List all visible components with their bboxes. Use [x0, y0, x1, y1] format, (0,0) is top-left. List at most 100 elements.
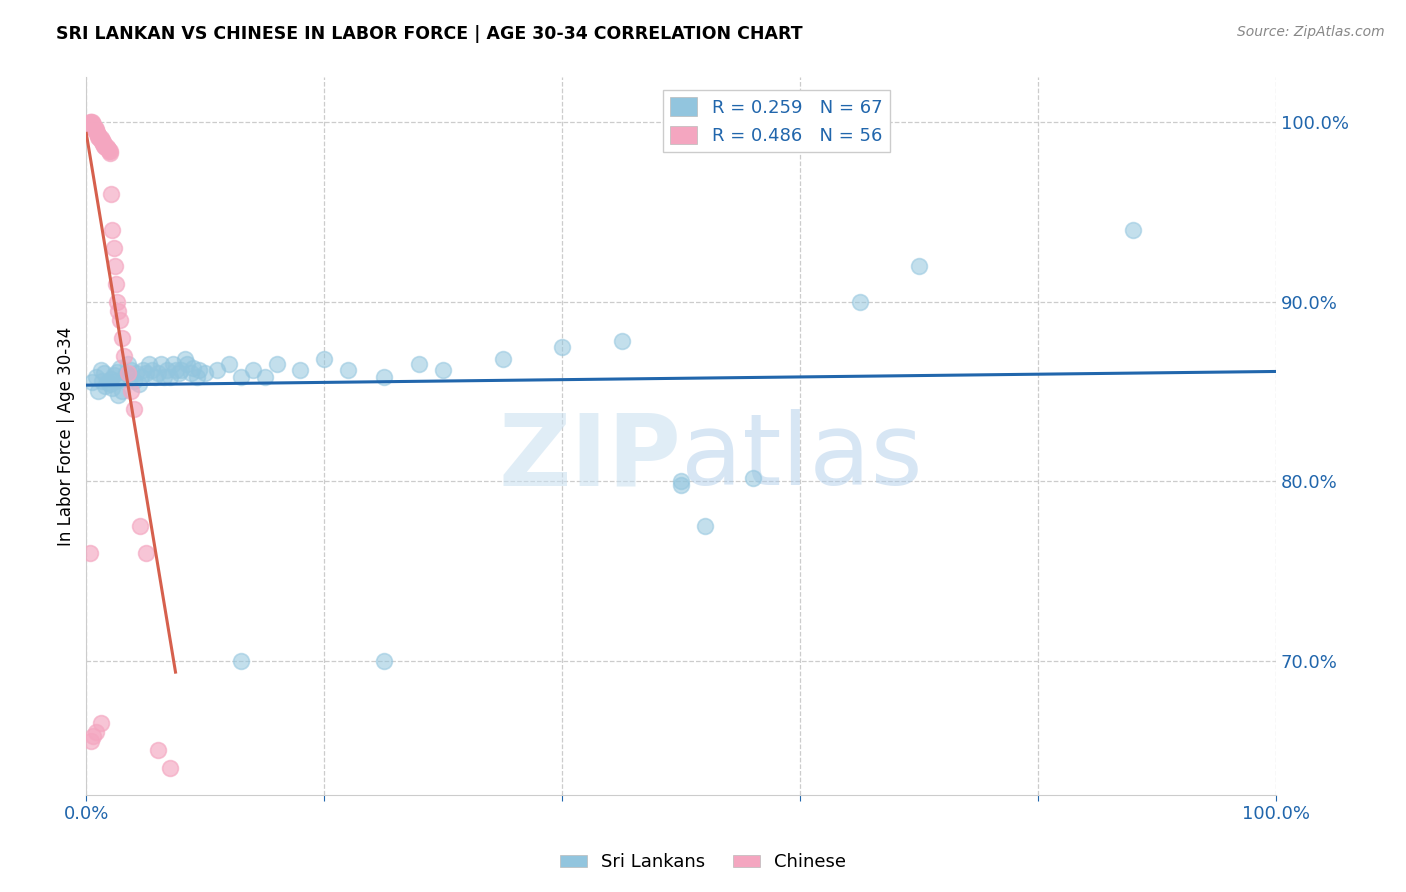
Chinese [90, 133, 112, 147]
Sri Lankans [128, 377, 150, 392]
Sri Lankans [101, 381, 124, 395]
Chinese [91, 136, 114, 151]
Chinese [105, 294, 128, 309]
Chinese [90, 716, 112, 731]
Chinese [86, 126, 108, 140]
Chinese [93, 136, 115, 151]
Sri Lankans [107, 388, 129, 402]
Sri Lankans [93, 367, 115, 381]
Sri Lankans [183, 361, 205, 376]
Chinese [91, 135, 114, 149]
Chinese [100, 187, 122, 202]
Chinese [111, 330, 134, 344]
Y-axis label: In Labor Force | Age 30-34: In Labor Force | Age 30-34 [58, 326, 75, 546]
Sri Lankans [408, 358, 430, 372]
Sri Lankans [741, 470, 763, 484]
Chinese [82, 120, 104, 135]
Chinese [97, 142, 120, 156]
Text: SRI LANKAN VS CHINESE IN LABOR FORCE | AGE 30-34 CORRELATION CHART: SRI LANKAN VS CHINESE IN LABOR FORCE | A… [56, 25, 803, 43]
Legend: Sri Lankans, Chinese: Sri Lankans, Chinese [553, 847, 853, 879]
Chinese [97, 142, 120, 156]
Text: ZIP: ZIP [498, 409, 681, 507]
Sri Lankans [1122, 223, 1144, 237]
Sri Lankans [669, 477, 692, 491]
Sri Lankans [98, 377, 121, 392]
Sri Lankans [146, 367, 169, 381]
Sri Lankans [242, 363, 264, 377]
Chinese [93, 138, 115, 153]
Chinese [82, 119, 104, 133]
Chinese [128, 519, 150, 533]
Sri Lankans [152, 370, 174, 384]
Sri Lankans [121, 363, 143, 377]
Sri Lankans [117, 358, 139, 372]
Sri Lankans [84, 370, 107, 384]
Chinese [87, 129, 110, 144]
Chinese [121, 384, 143, 399]
Chinese [82, 729, 104, 743]
Chinese [107, 303, 129, 318]
Sri Lankans [492, 352, 515, 367]
Sri Lankans [314, 352, 336, 367]
Sri Lankans [186, 370, 208, 384]
Chinese [90, 135, 112, 149]
Chinese [80, 115, 103, 129]
Sri Lankans [229, 653, 252, 667]
Sri Lankans [373, 370, 395, 384]
Sri Lankans [156, 363, 179, 377]
Chinese [82, 115, 104, 129]
Sri Lankans [253, 370, 276, 384]
Sri Lankans [174, 352, 197, 367]
Sri Lankans [162, 358, 184, 372]
Sri Lankans [103, 368, 125, 383]
Text: Source: ZipAtlas.com: Source: ZipAtlas.com [1237, 25, 1385, 39]
Chinese [89, 131, 111, 145]
Chinese [94, 138, 117, 153]
Sri Lankans [108, 361, 131, 376]
Chinese [117, 367, 139, 381]
Chinese [103, 241, 125, 255]
Chinese [146, 743, 169, 757]
Chinese [87, 128, 110, 142]
Chinese [82, 117, 104, 131]
Chinese [98, 144, 121, 158]
Sri Lankans [229, 370, 252, 384]
Sri Lankans [693, 519, 716, 533]
Legend: R = 0.259   N = 67, R = 0.486   N = 56: R = 0.259 N = 67, R = 0.486 N = 56 [664, 90, 890, 153]
Sri Lankans [111, 384, 134, 399]
Chinese [82, 117, 104, 131]
Sri Lankans [176, 358, 198, 372]
Sri Lankans [551, 340, 574, 354]
Sri Lankans [150, 358, 173, 372]
Sri Lankans [105, 374, 128, 388]
Sri Lankans [266, 358, 288, 372]
Sri Lankans [205, 363, 228, 377]
Sri Lankans [112, 372, 135, 386]
Sri Lankans [100, 372, 122, 386]
Sri Lankans [97, 376, 120, 390]
Sri Lankans [141, 363, 163, 377]
Chinese [101, 223, 124, 237]
Sri Lankans [170, 363, 193, 377]
Chinese [84, 124, 107, 138]
Chinese [98, 145, 121, 160]
Chinese [80, 734, 103, 748]
Sri Lankans [165, 363, 187, 377]
Sri Lankans [432, 363, 454, 377]
Sri Lankans [159, 370, 181, 384]
Sri Lankans [290, 363, 312, 377]
Chinese [90, 133, 112, 147]
Sri Lankans [908, 259, 931, 273]
Sri Lankans [373, 653, 395, 667]
Chinese [79, 546, 101, 560]
Sri Lankans [669, 474, 692, 488]
Sri Lankans [848, 294, 870, 309]
Chinese [108, 312, 131, 326]
Chinese [135, 546, 157, 560]
Chinese [89, 129, 111, 144]
Chinese [84, 725, 107, 739]
Chinese [122, 402, 145, 417]
Sri Lankans [337, 363, 360, 377]
Sri Lankans [218, 358, 240, 372]
Sri Lankans [610, 334, 633, 348]
